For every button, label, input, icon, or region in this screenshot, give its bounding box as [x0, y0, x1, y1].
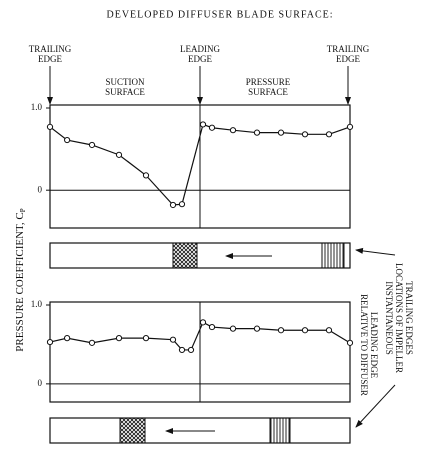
label: LOCATIONS OF IMPELLER: [394, 263, 404, 373]
data-point: [142, 335, 150, 342]
impeller-edge: [321, 242, 345, 269]
data-point: [178, 201, 186, 208]
data-line: [49, 321, 351, 351]
y-tick-label: 0: [38, 378, 43, 388]
label: EDGE: [336, 54, 360, 64]
data-point: [115, 335, 123, 342]
data-point: [169, 336, 177, 343]
data-point: [88, 141, 96, 149]
data-point: [229, 127, 237, 134]
data-point: [208, 323, 216, 331]
y-tick-label: 0: [38, 184, 43, 194]
data-point: [277, 327, 285, 334]
y-tick-label: 1.0: [31, 299, 43, 309]
data-point: [208, 124, 216, 131]
data-point: [46, 338, 54, 346]
arrows: [47, 66, 351, 105]
y-label: PRESSURE COEFFICIENT, CP: [14, 208, 27, 351]
data-point: [178, 346, 186, 354]
label: RELATIVE TO DIFFUSER: [359, 294, 369, 396]
label: INSTANTANEOUS: [384, 281, 394, 355]
data-point: [346, 123, 354, 131]
data-point: [301, 131, 309, 138]
y-label-sub: P: [19, 208, 27, 212]
data-point: [115, 151, 123, 158]
label: LEADING: [180, 44, 220, 54]
data-point: [277, 129, 285, 136]
data-point: [346, 339, 354, 346]
label: LEADING EDGE: [369, 312, 379, 379]
title: DEVELOPED DIFFUSER BLADE SURFACE:: [107, 9, 334, 20]
plots: 1.0 0 1.0 0: [31, 102, 354, 403]
impeller-edge: [269, 417, 291, 444]
data-point: [199, 319, 207, 326]
label: TRAILING EDGES: [404, 281, 414, 355]
data-point: [46, 123, 54, 131]
data-point: [88, 339, 96, 346]
data-point: [325, 327, 333, 334]
label: TRAILING: [29, 44, 72, 54]
pointer-arrows: [355, 247, 396, 428]
data-point: [253, 325, 261, 332]
data-point: [142, 172, 150, 179]
data-point: [253, 129, 261, 136]
y-tick-label: 1.0: [31, 102, 43, 112]
label: SURFACE: [105, 87, 145, 97]
data-point: [64, 335, 71, 342]
y-label-text: PRESSURE COEFFICIENT, C: [14, 212, 26, 351]
label: SURFACE: [248, 87, 288, 97]
data-point: [64, 136, 71, 144]
impeller-edge: [172, 242, 198, 269]
label: PRESSURE: [246, 77, 291, 87]
strip: [49, 242, 351, 269]
data-point: [199, 121, 207, 128]
data-point: [325, 131, 333, 138]
label: TRAILING: [327, 44, 370, 54]
data-point: [187, 346, 195, 354]
label: SUCTION: [105, 77, 145, 87]
data-point: [229, 325, 237, 332]
data-point: [169, 201, 177, 209]
data-point: [301, 327, 309, 334]
impeller-edge: [119, 417, 146, 444]
strip: [49, 417, 351, 444]
label: EDGE: [188, 54, 212, 64]
label: EDGE: [38, 54, 62, 64]
